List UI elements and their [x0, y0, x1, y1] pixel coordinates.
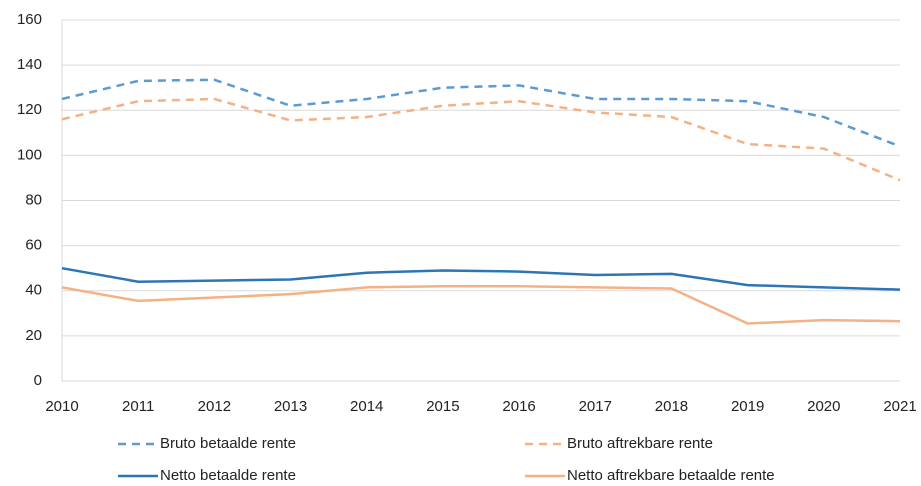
x-tick-label: 2011 [122, 398, 154, 415]
x-tick-label: 2017 [579, 398, 612, 415]
legend-label: Netto betaalde rente [160, 467, 296, 484]
x-tick-label: 2021 [883, 398, 916, 415]
y-tick-label: 100 [17, 146, 42, 163]
y-tick-label: 120 [17, 101, 42, 118]
legend-label: Netto aftrekbare betaalde rente [567, 467, 775, 484]
x-tick-label: 2018 [655, 398, 688, 415]
y-tick-label: 140 [17, 56, 42, 73]
x-tick-label: 2012 [198, 398, 231, 415]
x-tick-label: 2013 [274, 398, 307, 415]
x-tick-label: 2010 [45, 398, 78, 415]
series-line [61, 266, 901, 291]
series-line [61, 97, 901, 182]
y-tick-label: 0 [34, 372, 42, 389]
series-line [61, 284, 901, 325]
x-tick-label: 2020 [807, 398, 840, 415]
y-tick-label: 160 [17, 11, 42, 28]
legend-label: Bruto aftrekbare rente [567, 435, 713, 452]
x-tick-label: 2016 [502, 398, 535, 415]
x-tick-label: 2015 [426, 398, 459, 415]
y-tick-label: 80 [25, 191, 42, 208]
x-tick-label: 2014 [350, 398, 383, 415]
x-tick-label: 2019 [731, 398, 764, 415]
series-line [61, 78, 901, 148]
y-tick-label: 20 [25, 327, 42, 344]
y-tick-label: 60 [25, 237, 42, 254]
y-tick-label: 40 [25, 282, 42, 299]
legend-label: Bruto betaalde rente [160, 435, 296, 452]
